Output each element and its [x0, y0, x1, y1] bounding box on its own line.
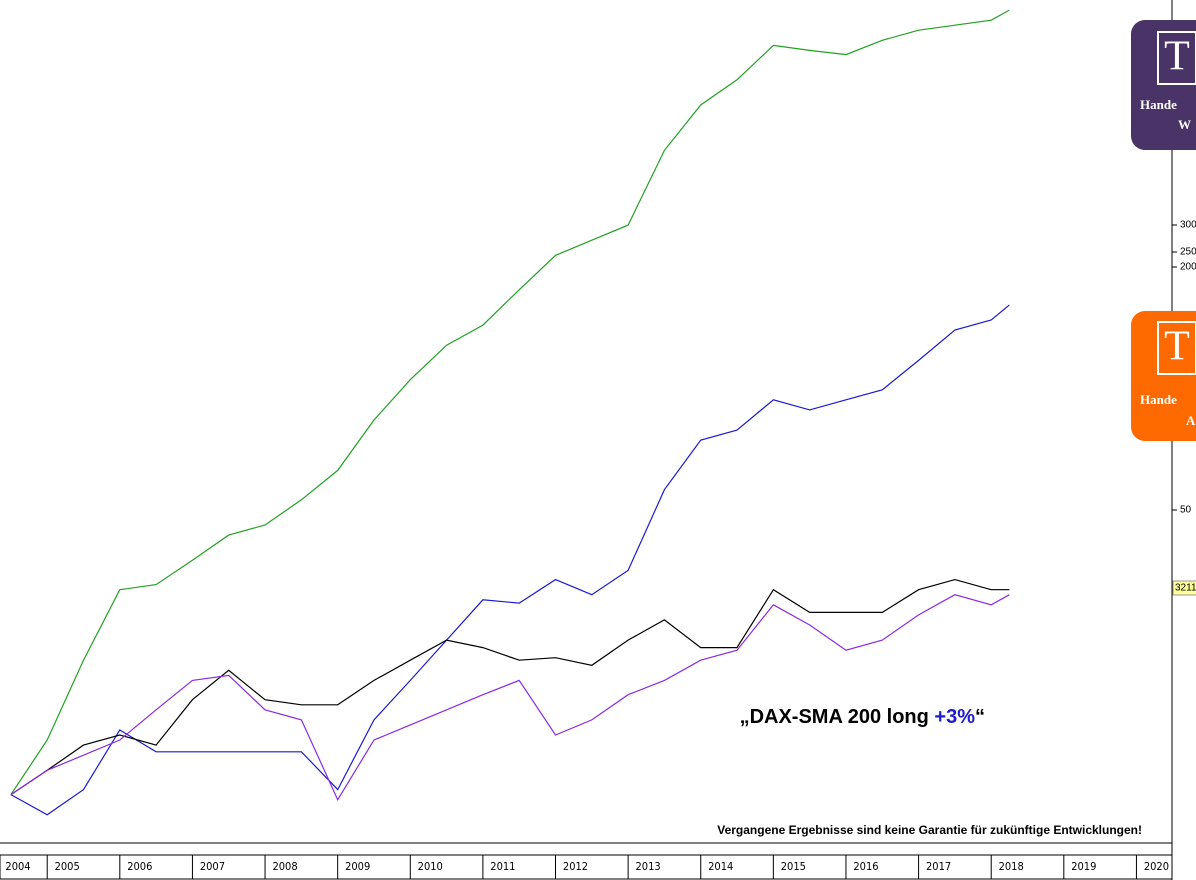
logo-text: A	[1186, 413, 1196, 428]
logo-text: Hande	[1140, 97, 1177, 112]
logo-background	[1131, 311, 1196, 441]
annotation-highlight: +3%	[934, 706, 975, 728]
x-tick-label: 2015	[781, 860, 806, 873]
x-tick-label: 2005	[55, 860, 80, 873]
x-tick-label: 2007	[200, 860, 225, 873]
series-line	[10, 594, 1010, 801]
x-tick-label: 2008	[272, 860, 297, 873]
annotation: „DAX-SMA 200 long +3%“	[740, 706, 985, 728]
x-tick-label: 2010	[418, 860, 443, 873]
right-axis-fragment: 250	[1180, 247, 1196, 258]
logo-letter: T	[1164, 34, 1190, 80]
x-tick-label: 2020	[1144, 860, 1169, 873]
right-axis-fragment: 200	[1180, 262, 1196, 273]
logo: T Hande W	[1131, 20, 1196, 150]
logo-frame	[1157, 31, 1196, 85]
x-tick-label: 2011	[490, 860, 515, 873]
right-axis-fragment: 50	[1180, 505, 1192, 516]
x-tick-label: 2012	[563, 860, 588, 873]
logo-letter: T	[1164, 324, 1190, 370]
x-axis-strip	[0, 854, 1173, 880]
logo-frame	[1157, 321, 1196, 375]
x-tick-label: 2016	[853, 860, 878, 873]
x-tick-label: 2006	[127, 860, 152, 873]
price-marker-box	[1172, 580, 1196, 596]
plot-area	[10, 9, 1010, 816]
price-marker: 3211	[1175, 583, 1196, 594]
footnote: Vergangene Ergebnisse sind keine Garanti…	[717, 823, 1142, 837]
annotation-text: „DAX-SMA 200 long	[740, 706, 935, 728]
x-tick-label: 2013	[636, 860, 661, 873]
x-tick-label: 2017	[926, 860, 951, 873]
logo: T Hande A	[1131, 311, 1196, 441]
x-tick-label: 2004	[5, 860, 30, 873]
x-tick-label: 2014	[708, 860, 733, 873]
series-line	[10, 304, 1010, 816]
x-tick-label: 2009	[345, 860, 370, 873]
annotation-text: “	[975, 706, 985, 728]
x-tick-label: 2019	[1071, 860, 1096, 873]
logo-text: W	[1178, 117, 1191, 132]
x-tick-label: 2018	[999, 860, 1024, 873]
right-axis-fragment: 300	[1180, 220, 1196, 231]
series-line	[10, 9, 1010, 795]
series-line	[10, 578, 1010, 796]
logo-text: Hande	[1140, 392, 1177, 407]
